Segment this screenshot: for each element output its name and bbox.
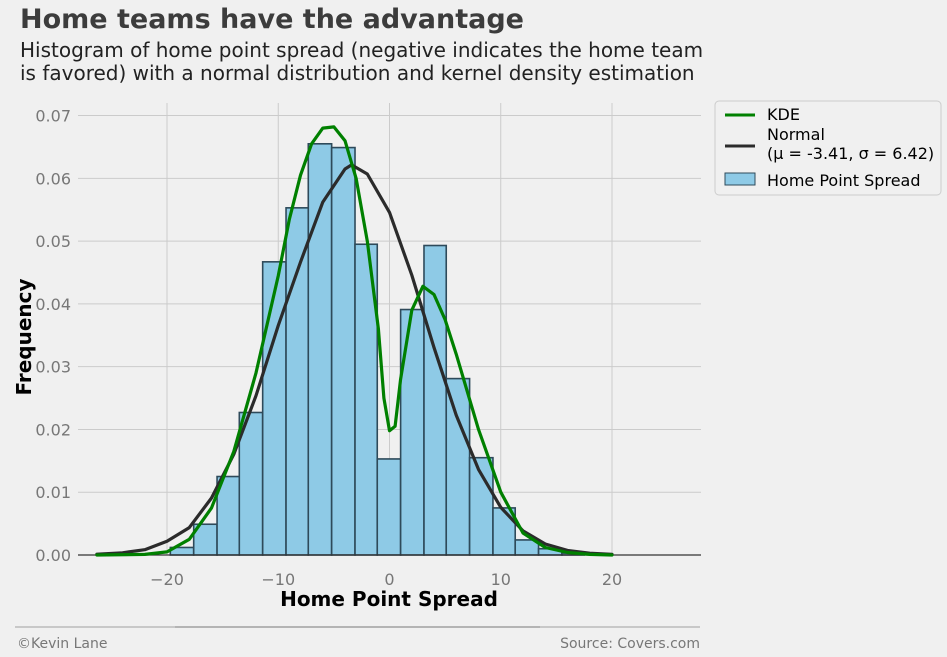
- x-tick-label: −20: [150, 570, 184, 589]
- x-tick-label: 10: [491, 570, 511, 589]
- x-tick-label: 20: [602, 570, 622, 589]
- gridlines: [78, 103, 701, 556]
- legend-hist-swatch: [724, 172, 756, 186]
- y-tick-label: 0.07: [35, 107, 71, 126]
- histogram-bar: [376, 458, 402, 556]
- chart-subtitle-line-1: Histogram of home point spread (negative…: [20, 38, 703, 62]
- legend-frame: [714, 100, 942, 196]
- x-tick-label: 0: [384, 570, 394, 589]
- legend: KDE Normal (μ = -3.41, σ = 6.42) Home Po…: [714, 100, 942, 196]
- x-axis-label: Home Point Spread: [280, 587, 498, 611]
- y-tick-label: 0.03: [35, 358, 71, 377]
- histogram-bar: [445, 377, 471, 556]
- chart-title: Home teams have the advantage: [20, 4, 524, 35]
- tick-labels: 0.00 0.01 0.02 0.03 0.04 0.05 0.06 0.07 −20 −10 0 1…: [35, 107, 622, 589]
- histogram-bars: [169, 143, 585, 556]
- y-tick-label: 0.02: [35, 420, 71, 439]
- histogram-bar: [330, 146, 356, 556]
- y-tick-label: 0.01: [35, 483, 71, 502]
- legend-normal-label: Normal: [767, 125, 825, 144]
- legend-normal-params: (μ = -3.41, σ = 6.42): [767, 144, 934, 163]
- y-tick-label: 0.06: [35, 169, 71, 188]
- density-lines: [78, 125, 701, 557]
- legend-kde-label: KDE: [767, 105, 800, 124]
- y-tick-label: 0.05: [35, 232, 71, 251]
- x-tick-label: −10: [261, 570, 295, 589]
- histogram-bar: [423, 244, 448, 556]
- footer-source: Source: Covers.com: [560, 636, 700, 652]
- histogram-bar: [261, 261, 287, 556]
- y-axis-label: Frequency: [12, 278, 36, 395]
- chart-subtitle-line-2: is favored) with a normal distribution a…: [20, 61, 695, 85]
- histogram-bar: [285, 207, 310, 556]
- footer-credit: ©Kevin Lane: [17, 636, 107, 652]
- y-tick-label: 0.00: [35, 546, 71, 565]
- y-tick-label: 0.04: [35, 295, 71, 314]
- histogram-bar: [399, 308, 425, 556]
- legend-hist-label: Home Point Spread: [767, 171, 921, 190]
- kde-curve-line: [95, 125, 614, 557]
